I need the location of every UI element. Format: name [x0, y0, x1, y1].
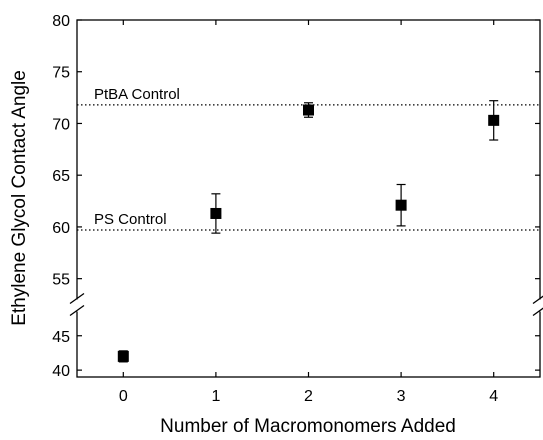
x-tick-label: 4 [489, 388, 498, 405]
axis-break-marks [69, 292, 543, 317]
plot-frame [76, 19, 541, 378]
axis-break-slash [69, 292, 85, 305]
x-tick-label: 2 [304, 388, 313, 405]
x-tick-label: 0 [119, 388, 128, 405]
y-tick-label: 65 [52, 168, 70, 185]
y-tick-label: 80 [52, 13, 70, 30]
data-point [210, 207, 222, 219]
tick-layer: 0 1 2 3 4 55 60 65 70 75 80 40 45 [52, 13, 540, 405]
x-axis-title: Number of Macromonomers Added [160, 416, 456, 437]
y-tick-label: 55 [52, 272, 70, 289]
y-tick-label: 60 [52, 220, 70, 237]
y-tick-label: 75 [52, 65, 70, 82]
axis-break-slash [532, 307, 543, 317]
data-point [395, 199, 407, 211]
x-tick-label: 1 [211, 388, 220, 405]
reference-line-label: PS Control [94, 211, 167, 228]
y-tick-label: 70 [52, 116, 70, 133]
x-tick-label: 3 [397, 388, 406, 405]
data-point [303, 104, 314, 116]
data-marks [117, 100, 500, 363]
axis-break-slash [532, 295, 543, 305]
y-tick-label: 40 [52, 363, 70, 380]
reference-line-label: PtBA Control [94, 86, 180, 103]
data-point [117, 350, 129, 362]
data-point [488, 114, 500, 126]
y-axis-title: Ethylene Glycol Contact Angle [9, 70, 30, 326]
axis-break-slash [69, 304, 85, 317]
reference-lines: PtBA Control PS Control [77, 86, 540, 231]
y-tick-label: 45 [52, 329, 70, 346]
axis-break-gap [533, 299, 543, 312]
